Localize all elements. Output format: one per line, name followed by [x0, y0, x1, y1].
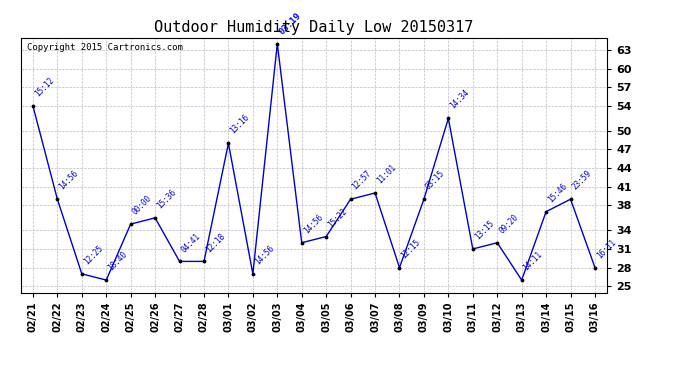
- Text: 13:15: 13:15: [473, 219, 495, 242]
- Text: 15:36: 15:36: [155, 188, 178, 210]
- Text: Copyright 2015 Cartronics.com: Copyright 2015 Cartronics.com: [26, 43, 182, 52]
- Title: Outdoor Humidity Daily Low 20150317: Outdoor Humidity Daily Low 20150317: [155, 20, 473, 35]
- Text: 14:56: 14:56: [57, 169, 80, 192]
- Text: 12:57: 12:57: [351, 169, 373, 192]
- Text: 15:46: 15:46: [546, 182, 569, 204]
- Text: 14:56: 14:56: [253, 244, 275, 266]
- Text: 14:34: 14:34: [448, 88, 471, 111]
- Text: 12:25: 12:25: [82, 244, 104, 266]
- Text: 14:56: 14:56: [302, 213, 324, 235]
- Text: 09:20: 09:20: [497, 213, 520, 235]
- Text: 16:11: 16:11: [595, 237, 618, 260]
- Text: 03:15: 03:15: [424, 169, 446, 192]
- Text: 23:59: 23:59: [571, 169, 593, 192]
- Text: 11:01: 11:01: [375, 163, 397, 186]
- Text: 15:22: 15:22: [326, 206, 349, 229]
- Text: 18:40: 18:40: [106, 250, 129, 273]
- Text: Humidity  (%): Humidity (%): [540, 9, 616, 19]
- Text: 13:16: 13:16: [228, 113, 251, 136]
- Text: 04:41: 04:41: [179, 231, 202, 254]
- Text: 12:15: 12:15: [400, 237, 422, 260]
- Text: 00:00: 00:00: [130, 194, 153, 217]
- Text: 15:12: 15:12: [33, 76, 56, 99]
- Text: 03:19: 03:19: [277, 11, 303, 36]
- Text: 12:18: 12:18: [204, 231, 227, 254]
- Text: 14:11: 14:11: [522, 250, 544, 273]
